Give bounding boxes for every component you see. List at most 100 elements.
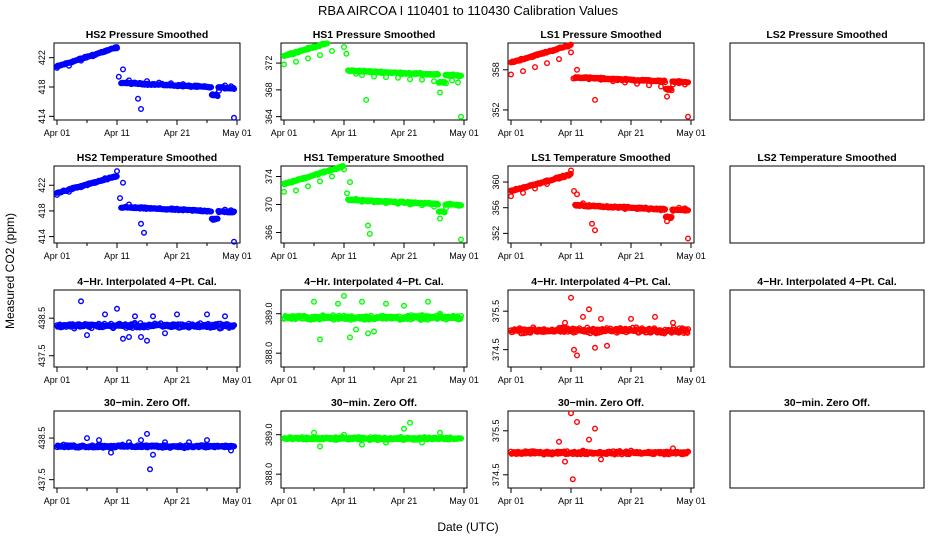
- y-tick-label: 364: [264, 109, 274, 124]
- x-tick-label: May 01: [449, 375, 479, 385]
- data-point: [449, 201, 456, 208]
- x-tick-label: Apr 21: [391, 251, 418, 261]
- data-point: [401, 425, 408, 432]
- x-tick-label: Apr 01: [271, 251, 298, 261]
- y-tick-label: 388.0: [264, 342, 274, 365]
- data-point: [134, 95, 141, 102]
- panel-title: LS1 Temperature Smoothed: [531, 152, 670, 164]
- figure-title: RBA AIRCOA I 110401 to 110430 Calibratio…: [318, 3, 618, 18]
- panel-frame: [729, 410, 925, 489]
- data-point: [221, 313, 228, 320]
- data-point: [227, 207, 234, 214]
- data-point: [443, 80, 450, 87]
- x-tick-label: Apr 11: [331, 375, 357, 385]
- panel-title: LS1 Pressure Smoothed: [540, 29, 661, 41]
- data-point: [544, 180, 551, 187]
- data-point: [425, 298, 432, 305]
- data-point: [203, 437, 210, 444]
- data-point: [119, 179, 126, 186]
- data-point: [89, 179, 96, 186]
- data-point: [682, 205, 689, 212]
- data-point: [231, 208, 238, 215]
- data-point: [281, 188, 288, 195]
- data-point: [685, 326, 692, 333]
- panel-p23: 4−Hr. Interpolated 4−Pt. Cal.: [729, 276, 925, 368]
- data-point: [221, 206, 228, 213]
- data-point: [77, 298, 84, 305]
- data-points: [54, 168, 238, 245]
- y-tick-label: 438.5: [37, 307, 47, 330]
- data-point: [407, 76, 414, 83]
- data-point: [101, 48, 108, 55]
- x-tick-label: May 01: [222, 128, 252, 138]
- data-points: [508, 167, 692, 242]
- data-point: [65, 62, 72, 69]
- data-point: [54, 191, 61, 198]
- data-point: [215, 209, 222, 216]
- panel-title: 30−min. Zero Off.: [331, 397, 417, 409]
- data-point: [305, 55, 312, 62]
- y-tick-label: 437.5: [37, 344, 47, 367]
- data-point: [347, 179, 354, 186]
- data-point: [634, 205, 641, 212]
- x-axis-label: Date (UTC): [437, 520, 498, 534]
- data-points: [54, 298, 238, 344]
- data-point: [341, 431, 348, 438]
- panel-p33: 30−min. Zero Off.: [729, 397, 925, 489]
- data-point: [580, 200, 587, 207]
- data-point: [658, 207, 665, 214]
- x-tick-label: Apr 11: [331, 496, 357, 506]
- data-point: [670, 81, 677, 88]
- x-tick-label: Apr 01: [498, 251, 525, 261]
- data-point: [185, 439, 192, 446]
- data-point: [407, 201, 414, 208]
- data-points: [54, 430, 238, 473]
- data-point: [443, 204, 450, 211]
- data-point: [167, 80, 174, 87]
- x-tick-label: Apr 11: [558, 128, 584, 138]
- data-point: [317, 178, 324, 185]
- data-point: [458, 435, 465, 442]
- data-point: [574, 352, 581, 359]
- data-point: [191, 207, 198, 214]
- x-tick-label: Apr 11: [104, 251, 130, 261]
- data-point: [137, 220, 144, 227]
- panel-frame: [53, 165, 241, 244]
- data-point: [179, 206, 186, 213]
- x-tick-label: Apr 01: [44, 128, 71, 138]
- panel-title: HS2 Pressure Smoothed: [86, 29, 209, 41]
- data-point: [458, 72, 465, 79]
- data-point: [544, 60, 551, 67]
- x-tick-label: Apr 01: [498, 128, 525, 138]
- data-point: [419, 202, 426, 209]
- panel-p00: HS2 Pressure Smoothed Apr 01 Apr 11 Apr 21 M…: [37, 29, 252, 138]
- x-tick-label: Apr 21: [618, 128, 645, 138]
- y-tick-label: 356: [491, 200, 501, 215]
- y-tick-label: 370: [264, 197, 274, 212]
- panel-title: HS1 Pressure Smoothed: [313, 29, 436, 41]
- panel-title: 4−Hr. Interpolated 4−Pt. Cal.: [531, 276, 671, 288]
- y-tick-label: 389.0: [264, 423, 274, 446]
- data-point: [155, 79, 162, 86]
- data-point: [191, 82, 198, 89]
- y-axis-label: Measured CO2 (ppm): [3, 213, 17, 329]
- y-tick-label: 418: [37, 79, 47, 94]
- data-point: [586, 306, 593, 313]
- data-point: [395, 200, 402, 207]
- panel-p13: LS2 Temperature Smoothed: [729, 152, 925, 244]
- data-point: [149, 451, 156, 458]
- data-point: [580, 74, 587, 81]
- data-point: [685, 113, 692, 120]
- data-point: [670, 445, 677, 452]
- x-tick-label: Apr 21: [391, 128, 418, 138]
- data-point: [562, 319, 569, 326]
- y-tick-label: 418: [37, 203, 47, 218]
- data-point: [77, 184, 84, 191]
- data-point: [143, 78, 150, 85]
- data-point: [458, 236, 465, 243]
- y-tick-label: 360: [491, 175, 501, 190]
- data-point: [347, 68, 354, 75]
- y-tick-label: 414: [37, 229, 47, 244]
- data-point: [125, 77, 132, 84]
- data-point: [419, 76, 426, 83]
